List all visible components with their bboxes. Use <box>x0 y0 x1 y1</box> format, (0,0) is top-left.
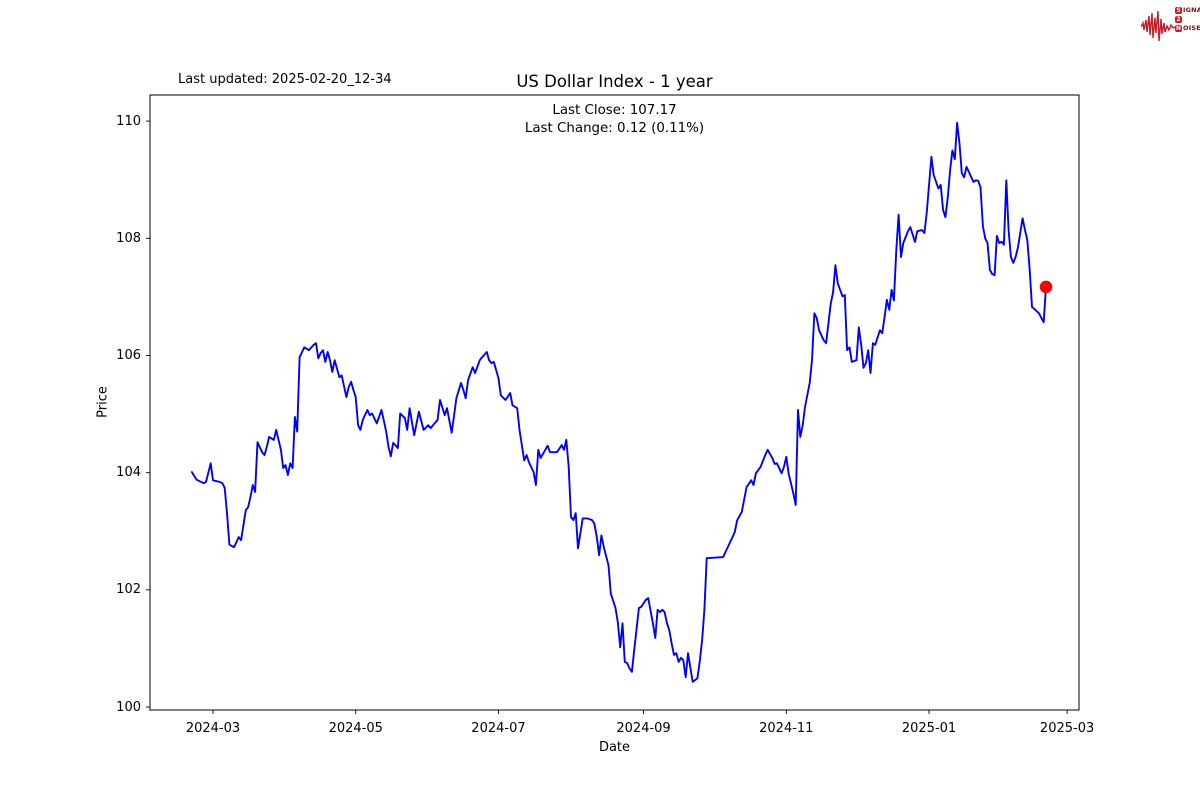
y-tick-label: 104 <box>116 465 141 481</box>
x-tick-label: 2024-03 <box>185 721 241 736</box>
page-title: US Dollar Index - 1 year <box>516 72 713 91</box>
y-tick-label: 102 <box>116 582 141 598</box>
y-tick-label: 108 <box>116 230 141 246</box>
last-close-text: Last Close: 107.17 <box>552 103 677 118</box>
logo-badge-n: N <box>1175 24 1182 32</box>
logo-badge-s: S <box>1175 6 1182 14</box>
last-updated-annotation: Last updated: 2025-02-20_12-34 <box>178 72 392 87</box>
axes-frame <box>149 94 1080 711</box>
last-change-text: Last Change: 0.12 (0.11%) <box>524 120 705 136</box>
logo-text: S IGNAL 2 N OISE <box>1175 6 1200 33</box>
logo-badge-2: 2 <box>1175 15 1182 23</box>
x-tick-label: 2024-07 <box>471 721 526 736</box>
x-tick-label: 2025-03 <box>1039 721 1095 736</box>
logo-row-noise: N OISE <box>1175 24 1200 32</box>
waveform-icon <box>1141 10 1175 42</box>
chart-subtitle: Last Close: 107.17 Last Change: 0.12 (0.… <box>150 102 1079 137</box>
logo-row-signal: S IGNAL <box>1175 6 1200 14</box>
logo-rest-noise: OISE <box>1183 24 1200 32</box>
y-tick-label: 106 <box>116 347 141 363</box>
x-tick-label: 2024-09 <box>616 721 671 736</box>
x-tick-label: 2025-01 <box>901 721 957 736</box>
logo-row-2: 2 <box>1175 15 1200 23</box>
x-tick-label: 2024-11 <box>759 721 814 736</box>
y-tick-label: 110 <box>116 113 141 129</box>
x-tick-label: 2024-05 <box>328 721 383 736</box>
y-tick-label: 100 <box>116 699 141 715</box>
y-axis-label: Price <box>95 386 111 418</box>
last-price-marker <box>1039 280 1053 294</box>
x-axis-label: Date <box>598 740 631 755</box>
signal2noise-logo: S IGNAL 2 N OISE <box>1141 4 1200 46</box>
price-line <box>190 121 1047 683</box>
logo-rest-signal: IGNAL <box>1183 6 1200 14</box>
